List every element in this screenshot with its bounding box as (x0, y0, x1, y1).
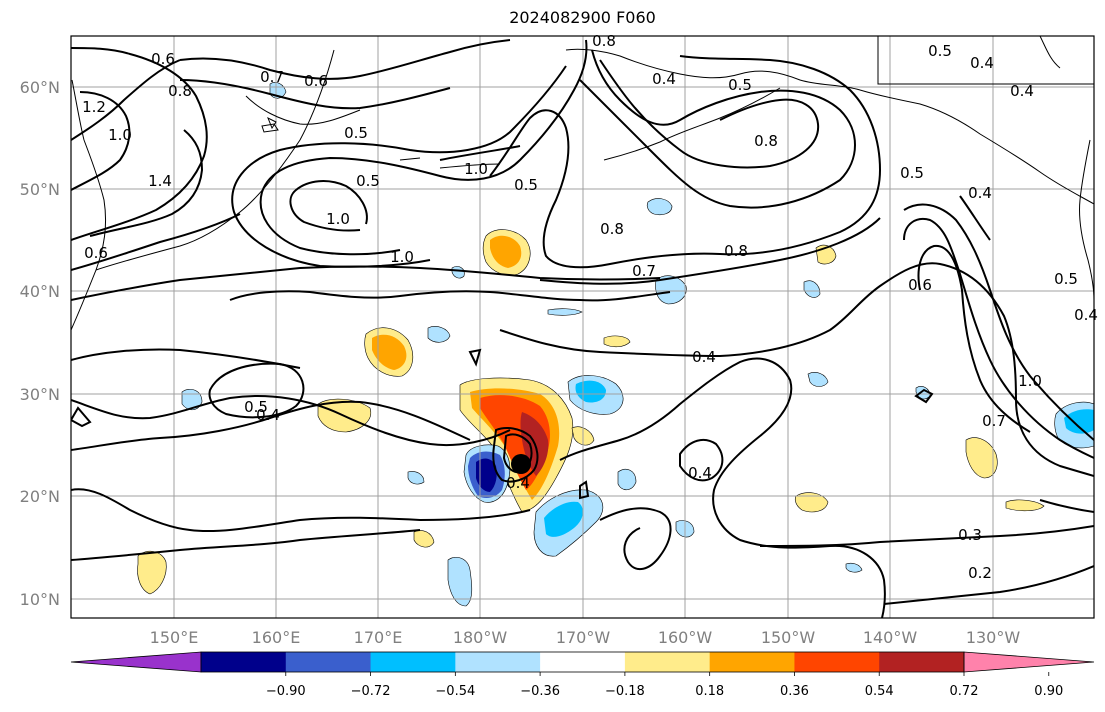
contour-label: 1.0 (1018, 372, 1042, 390)
contour-label: 1.0 (390, 248, 414, 266)
contour-label: 0.6 (84, 244, 108, 262)
contour-label: 0.4 (692, 348, 716, 366)
contour-label: 0.4 (1010, 82, 1034, 100)
lon-tick-label: 160°E (252, 628, 301, 647)
contour-label: 0.5 (514, 176, 538, 194)
colorbar-tick-label: −0.72 (351, 684, 391, 699)
contour-label: 0.8 (600, 220, 624, 238)
contour-label: 0.5 (728, 76, 752, 94)
contour-label: 1.0 (464, 160, 488, 178)
lat-tick-label: 40°N (20, 282, 60, 301)
contour-label: 0.6 (908, 276, 932, 294)
contour-label: 0.4 (256, 406, 280, 424)
contour-label: 0.5 (900, 164, 924, 182)
contour-label: 0.7 (260, 68, 284, 86)
contour-label: 1.2 (82, 98, 106, 116)
contour-label: 0.8 (592, 32, 616, 50)
colorbar-tick-label: 0.36 (780, 684, 809, 699)
colorbar-segment (201, 652, 287, 672)
colorbar-extend-high (963, 651, 1095, 673)
colorbar-segment (709, 652, 795, 672)
lon-tick-label: 170°E (354, 628, 403, 647)
colorbar-tick-labels: −0.90 −0.72 −0.54 −0.36 −0.18 0.18 0.36 0.54 0.7… (266, 672, 1063, 699)
colorbar-segment (455, 652, 541, 672)
lon-tick-label: 160°W (658, 628, 713, 647)
contour-label: 0.8 (724, 242, 748, 260)
contour-label: 0.4 (968, 184, 992, 202)
contour-label: 0.8 (168, 82, 192, 100)
contour-label: 0.7 (632, 262, 656, 280)
colorbar-tick-label: −0.36 (520, 684, 560, 699)
colorbar-tick-label: −0.54 (435, 684, 475, 699)
contour-lines (71, 39, 1094, 618)
contour-label: 0.4 (506, 474, 530, 492)
contour-label: 0.6 (304, 72, 328, 90)
lat-tick-label: 30°N (20, 385, 60, 404)
lon-tick-label: 170°W (556, 628, 611, 647)
contour-label: 0.2 (968, 564, 992, 582)
colorbar-tick-label: 0.72 (950, 684, 979, 699)
colorbar-segment (624, 652, 711, 672)
contour-label: 0.8 (754, 132, 778, 150)
contour-label: 0.3 (958, 526, 982, 544)
contour-label: 1.0 (108, 126, 132, 144)
colorbar-tick-label: −0.90 (266, 684, 306, 699)
coastlines (71, 36, 1094, 331)
contour-labels: 0.60.81.21.01.40.60.7 0.60.51.00.80.50.51… (82, 32, 1098, 582)
colorbar-extend-low (70, 651, 202, 673)
colorbar-tick-label: −0.18 (605, 684, 645, 699)
colorbar-segment (285, 652, 372, 672)
colorbar-segment (794, 652, 880, 672)
contour-label: 0.5 (244, 398, 268, 416)
colorbar-segment (370, 652, 456, 672)
lat-tick-label: 10°N (20, 590, 60, 609)
lon-tick-label: 150°W (761, 628, 816, 647)
colorbar (70, 651, 1095, 673)
lon-tick-label: 130°W (966, 628, 1021, 647)
lon-tick-label: 180°W (453, 628, 508, 647)
contour-label: 0.5 (928, 42, 952, 60)
colorbar-segment (879, 652, 965, 672)
contour-label: 0.6 (151, 50, 175, 68)
graticule (71, 36, 1094, 618)
contour-label: 0.5 (1054, 270, 1078, 288)
latitude-labels: 10°N 20°N 30°N 40°N 50°N 60°N (20, 78, 60, 609)
contour-label: 0.5 (344, 124, 368, 142)
colorbar-tick-label: 0.90 (1034, 684, 1063, 699)
lon-tick-label: 140°W (863, 628, 918, 647)
contour-label: 0.4 (652, 70, 676, 88)
contour-label: 0.4 (688, 464, 712, 482)
anomaly-shading (137, 82, 1094, 607)
colorbar-tick-label: 0.18 (695, 684, 724, 699)
lon-tick-label: 150°E (150, 628, 199, 647)
storm-center-marker (511, 454, 531, 474)
contour-label: 1.0 (326, 210, 350, 228)
colorbar-frame (200, 651, 965, 673)
lat-tick-label: 20°N (20, 487, 60, 506)
colorbar-segment (540, 652, 626, 672)
contour-label: 0.4 (1074, 306, 1098, 324)
longitude-labels: 150°E 160°E 170°E 180°W 170°W 160°W 150°W 140°W… (150, 628, 1021, 647)
colorbar-tick-label: 0.54 (865, 684, 894, 699)
map-frame (70, 35, 1095, 619)
lat-tick-label: 50°N (20, 180, 60, 199)
contour-label: 0.5 (356, 172, 380, 190)
lat-tick-label: 60°N (20, 78, 60, 97)
contour-label: 1.4 (148, 172, 172, 190)
map-title: 2024082900 F060 (509, 8, 656, 27)
contour-label: 0.4 (970, 54, 994, 72)
contour-label: 0.7 (982, 412, 1006, 430)
